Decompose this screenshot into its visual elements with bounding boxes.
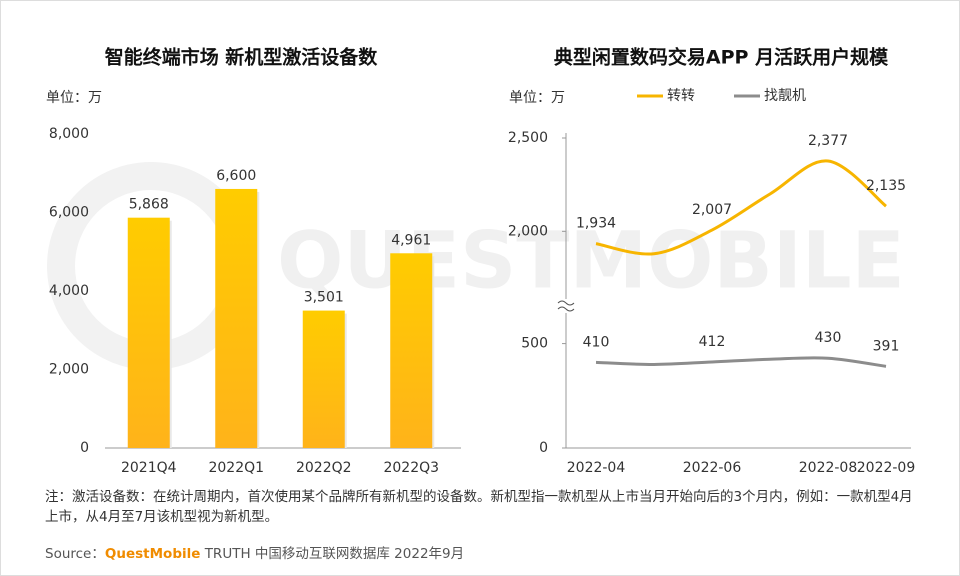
value-label: 391 — [873, 338, 900, 354]
break-gap — [556, 299, 576, 313]
x-tick-label: 2022Q2 — [296, 460, 352, 476]
bar — [302, 310, 345, 448]
axis-break — [556, 299, 576, 313]
legend-label: 找靓机 — [764, 88, 806, 104]
y-tick-label: 2,000 — [49, 362, 89, 378]
x-tick-label: 2022-08 — [799, 460, 858, 476]
value-label: 430 — [815, 330, 842, 346]
break-symbol — [557, 300, 575, 312]
y-tick-label: 8,000 — [49, 126, 89, 142]
x-tick-label: 2022Q3 — [383, 460, 439, 476]
x-tick-label: 2021Q4 — [121, 460, 177, 476]
value-label: 2,377 — [808, 133, 848, 149]
watermark-text: QUESTMOBILE — [277, 216, 905, 306]
note: 注：激活设备数：在统计周期内，首次使用某个品牌所有新机型的设备数。新机型指一款机… — [45, 489, 913, 525]
value-label: 4,961 — [391, 232, 431, 248]
y-tick-label: 4,000 — [49, 283, 89, 299]
source: Source：QuestMobile TRUTH 中国移动互联网数据库 2022… — [45, 542, 464, 562]
value-label: 1,934 — [576, 216, 616, 232]
value-label: 5,868 — [129, 197, 169, 213]
y-tick-label: 2,500 — [508, 130, 548, 146]
value-label: 2,007 — [692, 202, 732, 218]
x-tick-label: 2022-06 — [683, 460, 742, 476]
line-series — [595, 159, 887, 256]
unit-label: 单位：万 — [46, 90, 102, 106]
source-label: Source： — [45, 546, 105, 562]
value-label: 6,600 — [216, 168, 256, 184]
watermark: QUESTMOBILE — [47, 162, 905, 370]
chart-title: 智能终端市场 新机型激活设备数 — [105, 46, 379, 69]
x-tick-label: 2022-04 — [567, 460, 626, 476]
legend-label: 转转 — [667, 88, 695, 104]
y-tick-label: 2,000 — [508, 223, 548, 239]
bar — [127, 217, 170, 448]
source-text: TRUTH 中国移动互联网数据库 2022年9月 — [204, 546, 465, 562]
x-tick-label: 2022Q1 — [208, 460, 264, 476]
value-label: 3,501 — [304, 290, 344, 306]
y-tick-label: 0 — [539, 440, 548, 456]
source-brand: QuestMobile — [104, 546, 201, 562]
chart-title: 典型闲置数码交易APP 月活跃用户规模 — [554, 46, 889, 69]
y-tick-label: 500 — [521, 336, 548, 352]
bar — [390, 253, 433, 448]
unit-label: 单位：万 — [509, 90, 565, 106]
value-label: 412 — [699, 334, 726, 350]
y-tick-label: 6,000 — [49, 205, 89, 221]
value-label: 2,135 — [866, 178, 906, 194]
line-series — [595, 356, 887, 368]
bar — [215, 188, 258, 448]
x-tick-label: 2022-09 — [857, 460, 916, 476]
y-tick-label: 0 — [80, 440, 89, 456]
value-label: 410 — [583, 334, 610, 350]
